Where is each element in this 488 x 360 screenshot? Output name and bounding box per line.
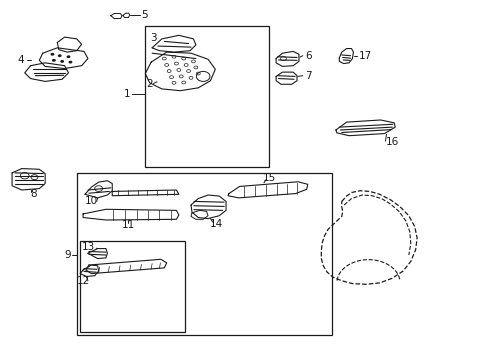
Text: 8: 8: [30, 189, 37, 199]
Text: 9: 9: [64, 250, 71, 260]
Text: 13: 13: [81, 242, 95, 252]
Text: 16: 16: [385, 138, 398, 148]
Circle shape: [60, 60, 64, 63]
Text: 2: 2: [146, 78, 153, 89]
Text: 6: 6: [304, 51, 311, 61]
Circle shape: [58, 54, 61, 57]
Circle shape: [68, 61, 72, 64]
Circle shape: [50, 53, 54, 56]
Text: 4: 4: [17, 55, 23, 65]
Text: 10: 10: [85, 197, 98, 206]
Text: 14: 14: [209, 219, 223, 229]
Circle shape: [66, 55, 70, 58]
Text: 5: 5: [141, 10, 147, 20]
Circle shape: [52, 59, 56, 62]
Text: 7: 7: [304, 71, 311, 81]
Text: 3: 3: [149, 33, 156, 43]
Text: 1: 1: [123, 89, 130, 99]
Text: 15: 15: [263, 173, 276, 183]
Text: 11: 11: [122, 220, 135, 230]
Text: 17: 17: [358, 51, 371, 61]
Bar: [144, 26, 268, 167]
Bar: [77, 173, 331, 336]
Text: 12: 12: [77, 276, 90, 286]
Bar: [80, 241, 184, 332]
